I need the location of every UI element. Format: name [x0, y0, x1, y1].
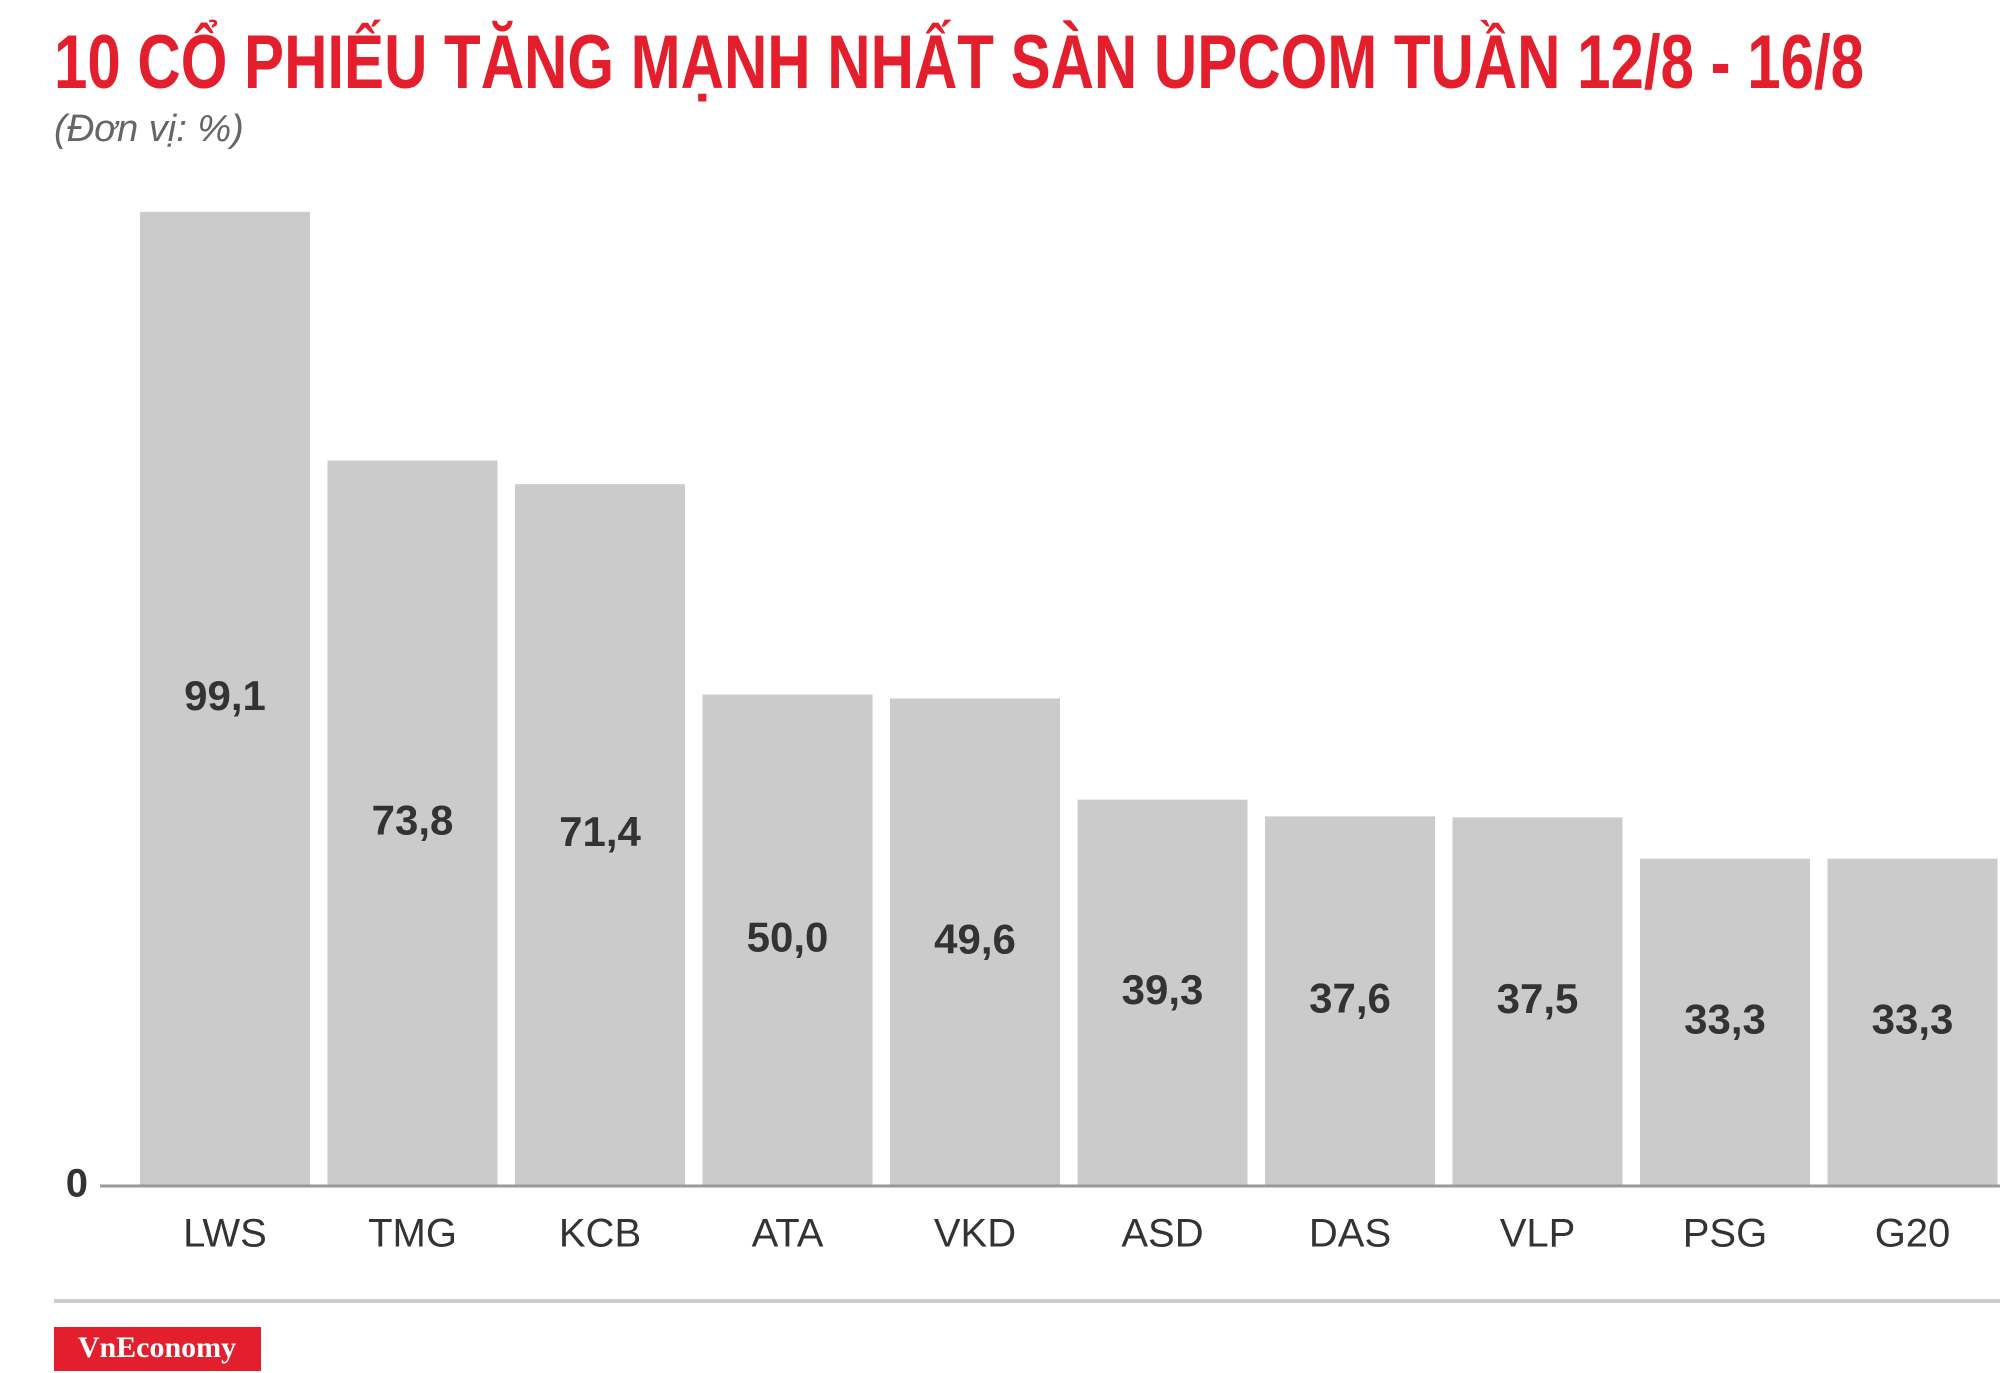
x-tick-label: ASD	[1121, 1212, 1203, 1256]
x-tick-label: KCB	[559, 1212, 641, 1256]
value-label: 71,4	[559, 808, 641, 855]
logo-box	[54, 1327, 261, 1371]
value-label: 33,3	[1872, 995, 1954, 1042]
x-tick-label: PSG	[1683, 1212, 1767, 1256]
x-tick-label: TMG	[368, 1212, 457, 1256]
bar	[702, 694, 873, 1186]
bar	[515, 484, 685, 1186]
logo-text: VnEconomy	[78, 1331, 236, 1364]
bar	[1077, 799, 1248, 1186]
bar	[1452, 817, 1623, 1186]
value-label: 99,1	[184, 672, 266, 719]
value-label: 37,6	[1309, 974, 1391, 1021]
bar	[1265, 816, 1435, 1186]
bar	[890, 698, 1060, 1186]
bar	[140, 211, 310, 1187]
y-tick-label: 0	[66, 1162, 88, 1206]
value-label: 73,8	[372, 796, 454, 843]
x-tick-label: VLP	[1500, 1212, 1576, 1256]
value-label: 50,0	[747, 913, 829, 960]
x-tick-label: ATA	[752, 1212, 824, 1256]
x-tick-label: LWS	[183, 1212, 267, 1256]
value-label: 39,3	[1122, 966, 1204, 1013]
bar	[1640, 858, 1810, 1186]
x-tick-label: DAS	[1309, 1212, 1391, 1256]
bar	[1827, 858, 1998, 1186]
x-tick-label: G20	[1875, 1212, 1951, 1256]
x-tick-label: VKD	[934, 1212, 1016, 1256]
value-label: 49,6	[934, 915, 1016, 962]
value-label: 37,5	[1497, 975, 1579, 1022]
value-label: 33,3	[1684, 995, 1766, 1042]
bar	[327, 460, 498, 1186]
chart-subtitle: (Đơn vị: %)	[54, 108, 244, 150]
chart-title: 10 CỔ PHIẾU TĂNG MẠNH NHẤT SÀN UPCOM TUẦ…	[54, 20, 1864, 105]
